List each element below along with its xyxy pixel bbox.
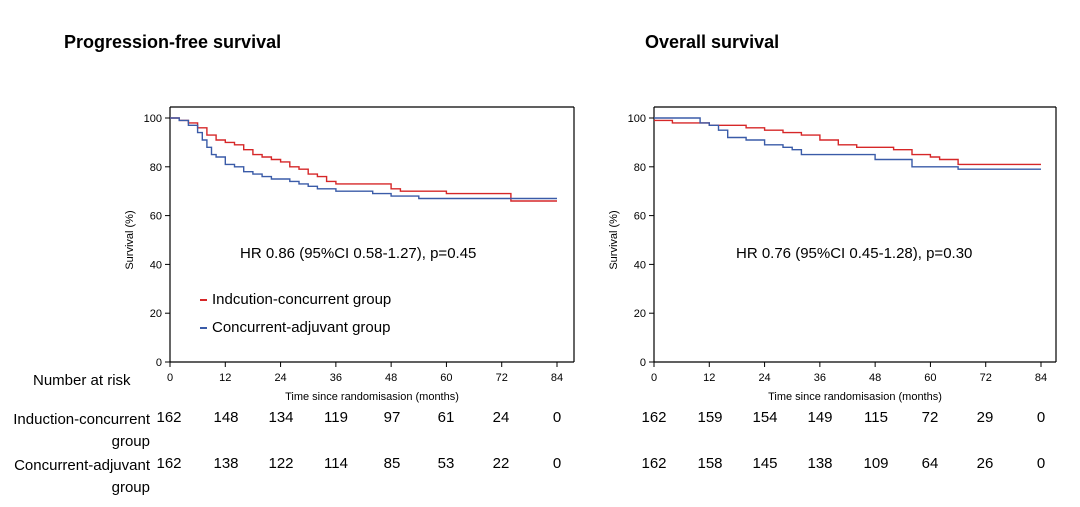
pfs-hr-annotation: HR 0.86 (95%CI 0.58-1.27), p=0.45 xyxy=(240,245,477,262)
risk-group-concurrent-line1: Concurrent-adjuvant xyxy=(14,457,150,474)
legend-induction-swatch xyxy=(200,299,207,301)
risk-cell: 115 xyxy=(864,409,888,426)
pfs-ytick-label: 0 xyxy=(156,357,162,369)
risk-table-header: Number at risk xyxy=(33,372,131,389)
risk-cell: 85 xyxy=(383,455,401,472)
risk-cell: 0 xyxy=(1036,409,1046,426)
pfs-ytick-label: 60 xyxy=(150,211,162,223)
pfs-xtick-label: 60 xyxy=(440,372,452,384)
os-ytick-label: 40 xyxy=(634,259,646,271)
pfs-xtick-label: 12 xyxy=(219,372,231,384)
os-xtick-label: 84 xyxy=(1035,372,1047,384)
risk-group-concurrent: Concurrent-adjuvant group xyxy=(0,455,150,499)
risk-cell: 122 xyxy=(268,455,294,472)
risk-group-concurrent-line2: group xyxy=(111,479,150,496)
os-ytick-label: 80 xyxy=(634,162,646,174)
os-xtick-label: 12 xyxy=(703,372,715,384)
os-xtick-label: 48 xyxy=(869,372,881,384)
os-series-concurrent xyxy=(654,117,1041,170)
pfs-xtick-label: 48 xyxy=(385,372,397,384)
risk-cell: 162 xyxy=(641,455,667,472)
pfs-ytick-label: 100 xyxy=(144,113,162,125)
risk-cell: 138 xyxy=(213,455,239,472)
os-xtick-label: 0 xyxy=(651,372,657,384)
os-ytick-label: 20 xyxy=(634,308,646,320)
pfs-title: Progression-free survival xyxy=(64,32,282,52)
risk-cell: 26 xyxy=(976,455,994,472)
risk-cell: 0 xyxy=(1036,455,1046,472)
os-xtick-label: 36 xyxy=(814,372,826,384)
risk-cell: 162 xyxy=(156,455,182,472)
risk-cell: 29 xyxy=(976,409,994,426)
legend-induction-label: Indcution-concurrent group xyxy=(212,291,392,308)
os-xlabel: Time since randomisasion (months) xyxy=(768,391,942,403)
pfs-xtick-label: 0 xyxy=(167,372,173,384)
risk-group-induction: Induction-concurrent group xyxy=(0,409,150,453)
risk-cell: 149 xyxy=(807,409,833,426)
risk-cell: 64 xyxy=(921,455,939,472)
pfs-ytick-label: 20 xyxy=(150,308,162,320)
os-hr-annotation: HR 0.76 (95%CI 0.45-1.28), p=0.30 xyxy=(736,245,973,262)
pfs-xtick-label: 72 xyxy=(496,372,508,384)
legend-concurrent-label: Concurrent-adjuvant group xyxy=(212,319,391,336)
risk-cell: 53 xyxy=(437,455,455,472)
risk-cell: 162 xyxy=(156,409,182,426)
os-ylabel: Survival (%) xyxy=(608,210,620,269)
risk-cell: 138 xyxy=(807,455,833,472)
risk-cell: 0 xyxy=(552,409,562,426)
risk-group-induction-line1: Induction-concurrent xyxy=(13,411,150,428)
os-series-induction xyxy=(654,119,1041,166)
risk-cell: 134 xyxy=(268,409,294,426)
risk-cell: 61 xyxy=(437,409,455,426)
os-ytick-label: 100 xyxy=(628,113,646,125)
risk-cell: 158 xyxy=(697,455,723,472)
risk-cell: 97 xyxy=(383,409,401,426)
pfs-xtick-label: 84 xyxy=(551,372,563,384)
pfs-xlabel: Time since randomisasion (months) xyxy=(285,391,459,403)
os-xtick-label: 24 xyxy=(758,372,770,384)
os-title: Overall survival xyxy=(645,32,780,52)
pfs-xtick-label: 24 xyxy=(274,372,286,384)
legend-concurrent-swatch xyxy=(200,327,207,329)
os-xtick-label: 60 xyxy=(924,372,936,384)
pfs-xtick-label: 36 xyxy=(330,372,342,384)
pfs-ytick-label: 40 xyxy=(150,259,162,271)
legend-induction: Indcution-concurrent group xyxy=(200,291,392,308)
risk-cell: 154 xyxy=(752,409,778,426)
risk-cell: 0 xyxy=(552,455,562,472)
risk-cell: 119 xyxy=(324,409,348,426)
os-xtick-label: 72 xyxy=(980,372,992,384)
risk-cell: 148 xyxy=(213,409,239,426)
legend-concurrent: Concurrent-adjuvant group xyxy=(200,319,391,336)
risk-cell: 162 xyxy=(641,409,667,426)
pfs-ylabel: Survival (%) xyxy=(124,210,136,269)
risk-cell: 72 xyxy=(921,409,939,426)
pfs-series-concurrent xyxy=(170,117,557,200)
os-ytick-label: 60 xyxy=(634,211,646,223)
risk-group-induction-line2: group xyxy=(111,433,150,450)
risk-cell: 24 xyxy=(492,409,510,426)
os-ytick-label: 0 xyxy=(640,357,646,369)
risk-cell: 114 xyxy=(324,455,348,472)
pfs-ytick-label: 80 xyxy=(150,162,162,174)
risk-cell: 159 xyxy=(697,409,723,426)
pfs-series-induction xyxy=(170,117,557,202)
risk-cell: 22 xyxy=(492,455,510,472)
risk-cell: 145 xyxy=(752,455,778,472)
risk-cell: 109 xyxy=(863,455,889,472)
